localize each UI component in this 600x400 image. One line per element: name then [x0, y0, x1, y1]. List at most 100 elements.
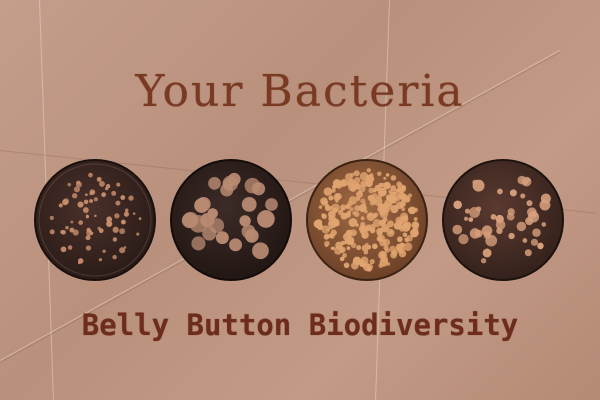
bacteria-colony	[323, 187, 333, 196]
bacteria-colony	[88, 172, 93, 178]
bacteria-colony	[377, 187, 387, 197]
bacteria-colony	[464, 208, 470, 214]
bacteria-colony	[474, 229, 483, 238]
bacteria-colony	[399, 204, 404, 209]
bacteria-colony	[339, 256, 345, 262]
bacteria-colony	[182, 211, 199, 228]
bacteria-colony	[350, 172, 355, 177]
bacteria-colony	[358, 224, 367, 233]
bacteria-colony	[138, 217, 142, 220]
bacteria-colony	[116, 182, 121, 187]
bacteria-colony	[397, 236, 403, 243]
bacteria-colony	[482, 248, 492, 258]
bacteria-colony	[265, 198, 278, 211]
bacteria-colony	[353, 170, 360, 177]
bacteria-colony	[530, 238, 539, 246]
bacteria-colony	[371, 193, 378, 200]
bacteria-colony	[120, 195, 126, 200]
bacteria-colony	[202, 226, 217, 241]
bacteria-colony	[107, 219, 111, 222]
bacteria-colony	[369, 173, 374, 178]
bacteria-colony	[96, 176, 102, 182]
bacteria-colony	[333, 194, 341, 201]
page-subtitle: Belly Button Biodiversity	[81, 308, 519, 342]
bacteria-colony	[367, 213, 372, 217]
bacteria-colony	[522, 238, 528, 243]
bacteria-colony	[324, 205, 331, 212]
bacteria-colony	[89, 199, 93, 203]
bacteria-colony	[208, 177, 221, 190]
bacteria-colony	[85, 245, 92, 251]
bacteria-colony	[194, 198, 210, 213]
bacteria-colony	[78, 261, 81, 265]
bacteria-colony	[355, 223, 359, 227]
bacteria-colony	[321, 225, 330, 234]
bacteria-colony	[369, 258, 375, 265]
bacteria-colony	[123, 246, 127, 249]
bacteria-colony	[472, 179, 478, 185]
bacteria-colony	[390, 251, 397, 259]
bacteria-colony	[321, 213, 327, 220]
bacteria-colony	[496, 227, 503, 235]
bacteria-colony	[355, 183, 360, 188]
bacteria-colony	[251, 182, 266, 196]
bacteria-colony	[468, 217, 474, 222]
bacteria-colony	[401, 207, 406, 212]
bacteria-colony	[191, 236, 206, 251]
bacteria-colony	[239, 215, 251, 227]
bacteria-colony	[323, 233, 330, 240]
bacteria-colony	[350, 240, 354, 244]
bacteria-colony	[76, 180, 81, 185]
bacteria-colony	[82, 207, 89, 213]
bacteria-colony	[400, 212, 409, 221]
bacteria-colony	[356, 245, 362, 251]
bacteria-colony	[83, 199, 89, 205]
bacteria-colony	[353, 211, 360, 217]
bacteria-colony	[67, 245, 73, 250]
bacteria-colony	[124, 208, 129, 213]
bacteria-colony	[413, 217, 418, 221]
bacteria-colony	[527, 207, 537, 218]
bacteria-colony	[85, 193, 88, 197]
bacteria-colony	[200, 212, 215, 228]
bacteria-colony	[358, 190, 362, 194]
bacteria-colony	[354, 205, 361, 212]
bacteria-colony	[338, 209, 344, 216]
bacteria-colony	[366, 212, 376, 221]
bacteria-colony	[67, 182, 72, 187]
bacteria-colony	[495, 214, 504, 224]
bacteria-colony	[90, 190, 95, 195]
bacteria-colony	[383, 176, 387, 180]
bacteria-colony	[354, 176, 361, 184]
bacteria-colony	[540, 193, 551, 204]
bacteria-colony	[358, 259, 365, 266]
bacteria-colony	[350, 261, 359, 270]
bacteria-colony	[99, 181, 105, 187]
bacteria-colony	[411, 221, 420, 229]
bacteria-colony	[396, 181, 402, 188]
bacteria-colony	[355, 196, 361, 202]
bacteria-colony	[516, 221, 527, 232]
bacteria-colony	[413, 207, 419, 213]
bacteria-colony	[344, 212, 348, 216]
bacteria-colony	[475, 206, 482, 212]
bacteria-colony	[62, 199, 69, 206]
bacteria-colony	[480, 258, 487, 264]
bacteria-colony	[328, 210, 336, 219]
bacteria-colony	[346, 246, 351, 251]
bacteria-colony	[105, 183, 111, 189]
bacteria-colony	[331, 188, 336, 193]
bacteria-colony	[537, 242, 544, 250]
bacteria-colony	[407, 207, 414, 213]
bacteria-colony	[93, 197, 98, 202]
bacteria-colony	[360, 216, 365, 221]
bacteria-colony	[453, 200, 462, 210]
bacteria-colony	[380, 252, 386, 258]
bacteria-colony	[399, 226, 405, 232]
bacteria-colony	[483, 231, 491, 239]
bacteria-colony	[509, 189, 517, 197]
bacteria-colony	[324, 243, 329, 248]
bacteria-colony	[360, 198, 366, 204]
bacteria-colony	[58, 203, 63, 208]
